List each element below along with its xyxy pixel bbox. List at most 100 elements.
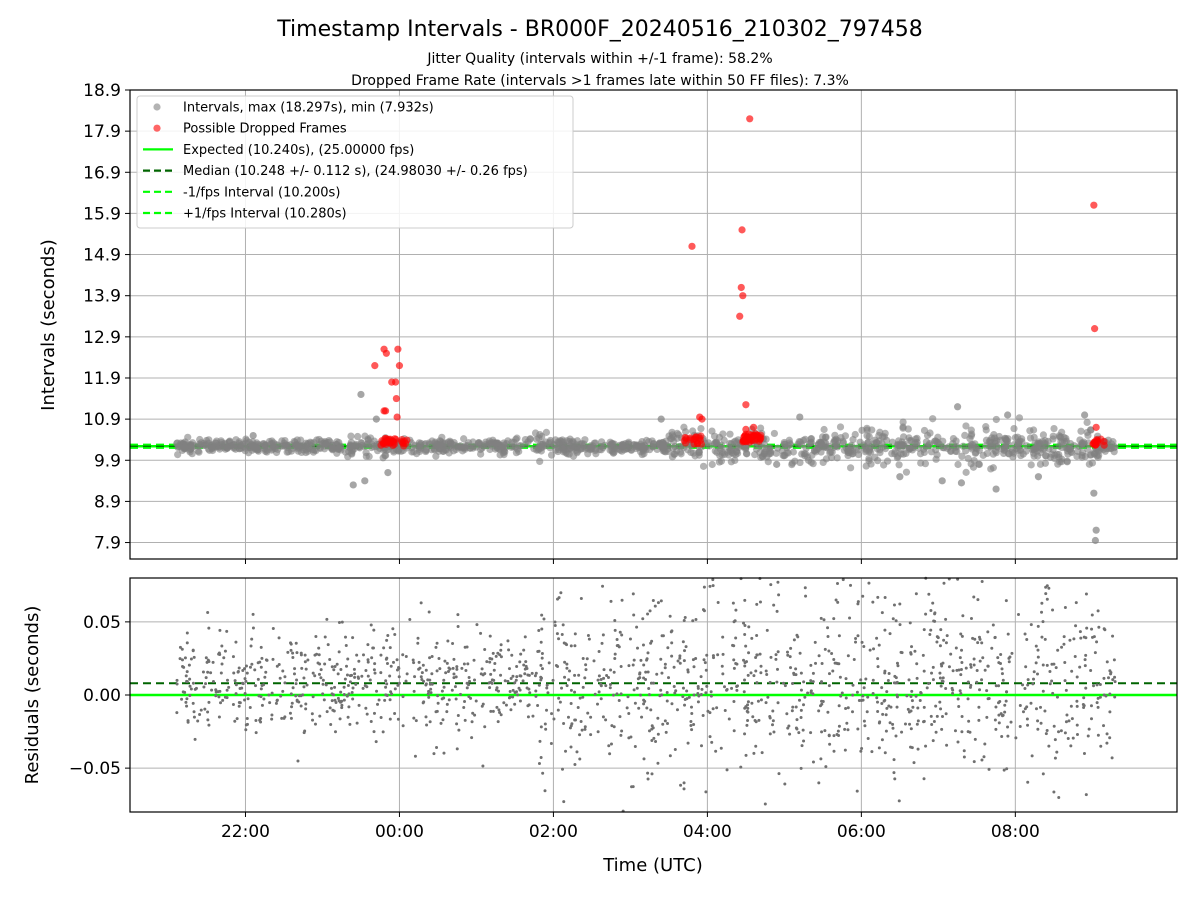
residual-point [1060,645,1064,649]
residual-point [1063,679,1067,683]
interval-point [827,448,835,456]
residual-point [368,678,372,682]
interval-point [1031,439,1039,447]
residual-point [918,698,922,702]
interval-point [571,443,579,451]
residual-point [656,601,660,605]
residual-point [405,672,409,676]
residual-point [420,671,424,675]
residual-point [374,740,378,744]
residual-point [445,710,449,714]
residual-point [1057,795,1061,799]
residual-point [922,719,926,723]
interval-point [962,468,970,476]
interval-point [966,435,974,443]
residual-point [183,690,187,694]
interval-point [957,479,966,487]
residual-point [348,674,352,678]
interval-point [547,451,556,459]
residual-point [342,692,346,696]
residual-point [962,755,966,759]
residual-point [608,752,612,756]
residual-point [1095,683,1099,687]
residual-point [193,737,197,741]
interval-point [370,437,378,445]
residual-point [1071,736,1075,740]
interval-point [988,434,996,442]
interval-point [675,442,683,451]
residual-point [567,678,571,682]
residual-point [424,683,428,687]
dropped-frame-point [757,434,765,442]
residual-point [1030,754,1034,758]
residual-point [372,668,376,672]
interval-point [967,426,975,434]
residual-point [281,689,285,693]
residual-point [429,691,433,695]
residual-point [891,726,895,730]
interval-point [920,448,928,457]
dropped-frame-point [746,115,754,123]
interval-point [669,437,678,446]
residual-point [427,689,431,693]
residual-point [352,667,356,671]
residual-point [692,722,696,726]
residual-point [204,656,208,660]
residual-point [1102,627,1106,631]
interval-point [676,448,685,456]
residual-point [864,677,868,681]
residual-point [683,615,687,619]
interval-point [354,432,362,441]
residual-point [483,725,487,729]
residual-point [635,625,639,629]
residual-point [826,635,830,639]
residual-point [836,729,840,733]
residual-point [545,683,549,687]
residual-point [206,658,210,662]
residual-point [324,683,328,687]
residual-point [957,668,961,672]
residual-point [507,696,511,700]
residual-point [841,578,845,582]
residual-point [611,693,615,697]
legend-label: -1/fps Interval (10.200s) [183,185,340,200]
residual-point [593,692,597,696]
residual-point [708,735,712,739]
residual-point [333,698,337,702]
residual-point [348,722,352,726]
residual-point [573,763,577,767]
residual-point [1082,696,1086,700]
residual-point [234,683,238,687]
residual-point [852,658,856,662]
interval-point [902,468,911,476]
residual-point [353,675,357,679]
residual-point [760,751,764,755]
residual-point [755,681,759,685]
residual-point [481,702,485,706]
residual-point [720,664,724,668]
residual-point [388,717,392,721]
residual-point [470,720,474,724]
residual-point [894,734,898,738]
residual-point [759,698,763,702]
residual-point [691,658,695,662]
residual-point [811,680,815,684]
interval-point [384,469,392,477]
residual-point [678,654,682,658]
dropped-frame-point [382,349,390,357]
residual-point [454,675,458,679]
interval-point [695,449,703,457]
residual-point [518,688,522,692]
residual-point [556,708,560,712]
interval-point [708,460,716,469]
residual-point [809,731,813,735]
residual-point [914,592,918,596]
residual-point [768,732,772,736]
residual-point [256,661,260,665]
residual-point [1004,699,1008,703]
residual-point [1082,752,1086,756]
interval-point [517,442,525,450]
interval-point [766,447,774,455]
residual-point [455,722,459,726]
